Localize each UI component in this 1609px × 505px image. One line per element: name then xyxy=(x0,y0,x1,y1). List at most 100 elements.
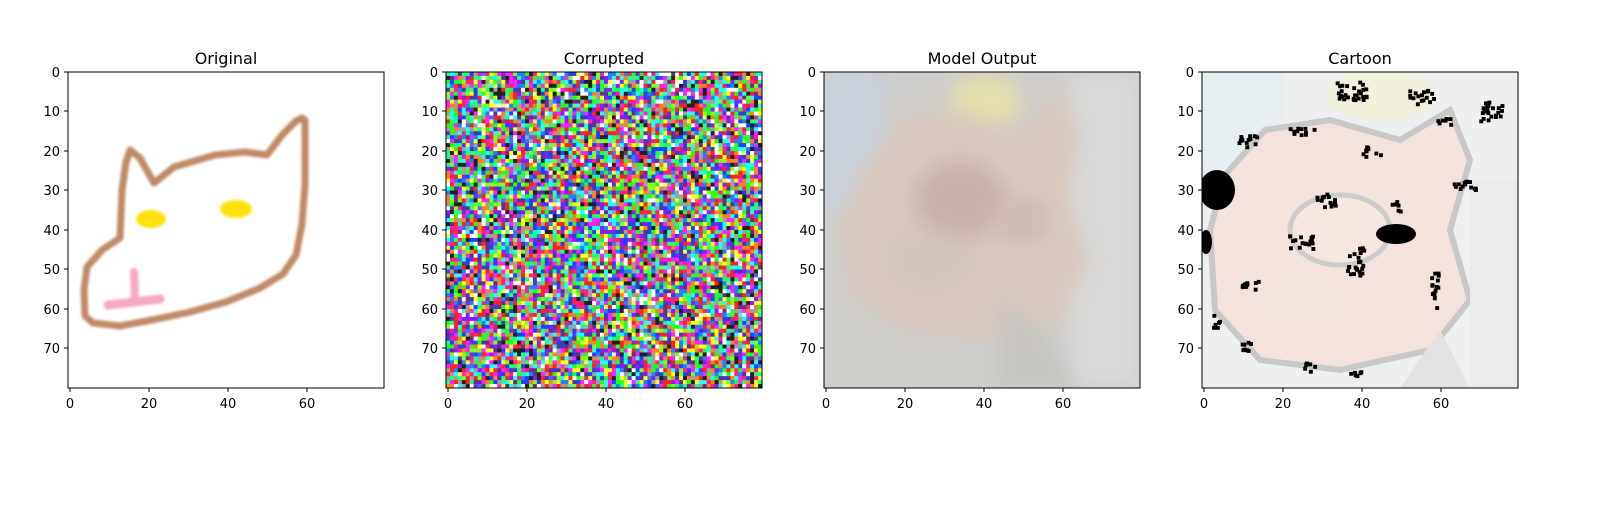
noise-pixel xyxy=(580,119,585,124)
noise-pixel xyxy=(501,230,506,235)
noise-pixel xyxy=(493,218,498,223)
noise-pixel xyxy=(643,293,648,298)
noise-pixel xyxy=(639,269,644,274)
noise-pixel xyxy=(596,103,601,108)
noise-pixel xyxy=(675,83,680,89)
noise-pixel xyxy=(596,143,601,148)
noise-pixel xyxy=(532,115,538,120)
noise-pixel xyxy=(758,123,762,128)
noise-pixel xyxy=(528,230,534,235)
noise-pixel xyxy=(750,147,755,152)
noise-pixel xyxy=(477,309,482,314)
noise-pixel xyxy=(560,83,565,89)
noise-pixel xyxy=(517,190,522,195)
noise-pixel xyxy=(607,83,613,89)
noise-pixel xyxy=(588,115,593,120)
noise-pixel xyxy=(521,301,526,306)
noise-pixel xyxy=(758,281,762,286)
noise-pixel xyxy=(619,99,625,104)
noise-pixel xyxy=(457,95,463,100)
noise-pixel xyxy=(489,72,494,77)
noise-pixel xyxy=(643,214,648,219)
noise-pixel xyxy=(465,257,470,262)
noise-pixel xyxy=(552,273,557,278)
noise-pixel xyxy=(750,305,755,310)
noise-pixel xyxy=(600,147,605,152)
noise-pixel xyxy=(722,158,727,164)
noise-pixel xyxy=(615,309,621,314)
noise-pixel xyxy=(576,269,581,274)
noise-pixel xyxy=(446,190,451,195)
noise-pixel xyxy=(647,72,652,77)
noise-pixel xyxy=(611,72,617,77)
noise-pixel xyxy=(623,194,628,199)
noise-pixel xyxy=(477,265,482,270)
noise-pixel xyxy=(651,154,656,160)
noise-pixel xyxy=(738,222,743,227)
noise-pixel xyxy=(497,170,502,175)
noise-pixel xyxy=(686,154,692,160)
y-tick-label: 10 xyxy=(43,105,60,120)
noise-pixel xyxy=(663,249,668,254)
noise-pixel xyxy=(718,198,723,203)
noise-pixel xyxy=(521,277,526,282)
noise-pixel xyxy=(679,257,684,262)
noise-pixel xyxy=(485,309,490,314)
noise-pixel xyxy=(576,312,581,318)
noise-pixel xyxy=(473,277,478,282)
noise-pixel xyxy=(738,293,743,298)
noise-pixel xyxy=(659,72,664,77)
noise-pixel xyxy=(730,237,735,243)
noise-pixel xyxy=(572,277,577,282)
noise-pixel xyxy=(758,79,762,85)
noise-pixel xyxy=(639,297,644,302)
noise-pixel xyxy=(710,194,715,199)
noise-pixel xyxy=(457,151,463,156)
noise-pixel xyxy=(647,206,652,211)
noise-pixel xyxy=(584,135,589,140)
noise-pixel xyxy=(758,170,762,175)
noise-pixel xyxy=(655,162,660,168)
noise-pixel xyxy=(493,210,498,215)
noise-pixel xyxy=(651,131,656,136)
noise-pixel xyxy=(623,202,628,207)
noise-pixel xyxy=(501,222,506,227)
noise-pixel xyxy=(655,91,660,96)
noise-pixel xyxy=(679,127,684,132)
noise-pixel xyxy=(659,123,664,128)
noise-pixel xyxy=(596,297,601,302)
noise-pixel xyxy=(596,135,601,140)
noise-pixel xyxy=(671,277,676,282)
noise-pixel xyxy=(600,182,605,187)
noise-pixel xyxy=(501,245,506,251)
noise-pixel xyxy=(564,166,569,172)
noise-pixel xyxy=(544,174,549,179)
noise-pixel xyxy=(679,151,684,156)
noise-pixel xyxy=(619,162,625,168)
noise-pixel xyxy=(607,170,613,175)
noise-pixel xyxy=(493,103,498,108)
noise-pixel xyxy=(635,202,640,207)
noise-pixel xyxy=(643,237,648,243)
noise-pixel xyxy=(655,237,660,243)
noise-pixel xyxy=(615,135,621,140)
noise-pixel xyxy=(465,162,470,168)
noise-pixel xyxy=(627,135,632,140)
noise-pixel xyxy=(647,123,652,128)
noise-pixel xyxy=(449,230,455,235)
noise-pixel xyxy=(461,297,467,302)
noise-pixel xyxy=(588,281,593,286)
noise-pixel xyxy=(627,174,632,179)
noise-pixel xyxy=(576,87,581,93)
noise-pixel xyxy=(477,170,482,175)
noise-pixel xyxy=(750,277,755,282)
y-tick-label: 30 xyxy=(43,184,60,199)
noise-pixel xyxy=(477,127,482,132)
noise-pixel xyxy=(485,166,490,172)
noise-pixel xyxy=(647,135,652,140)
noise-pixel xyxy=(568,170,573,175)
noise-pixel xyxy=(619,135,625,140)
noise-pixel xyxy=(588,285,593,290)
noise-pixel xyxy=(532,297,538,302)
noise-pixel xyxy=(667,206,672,211)
